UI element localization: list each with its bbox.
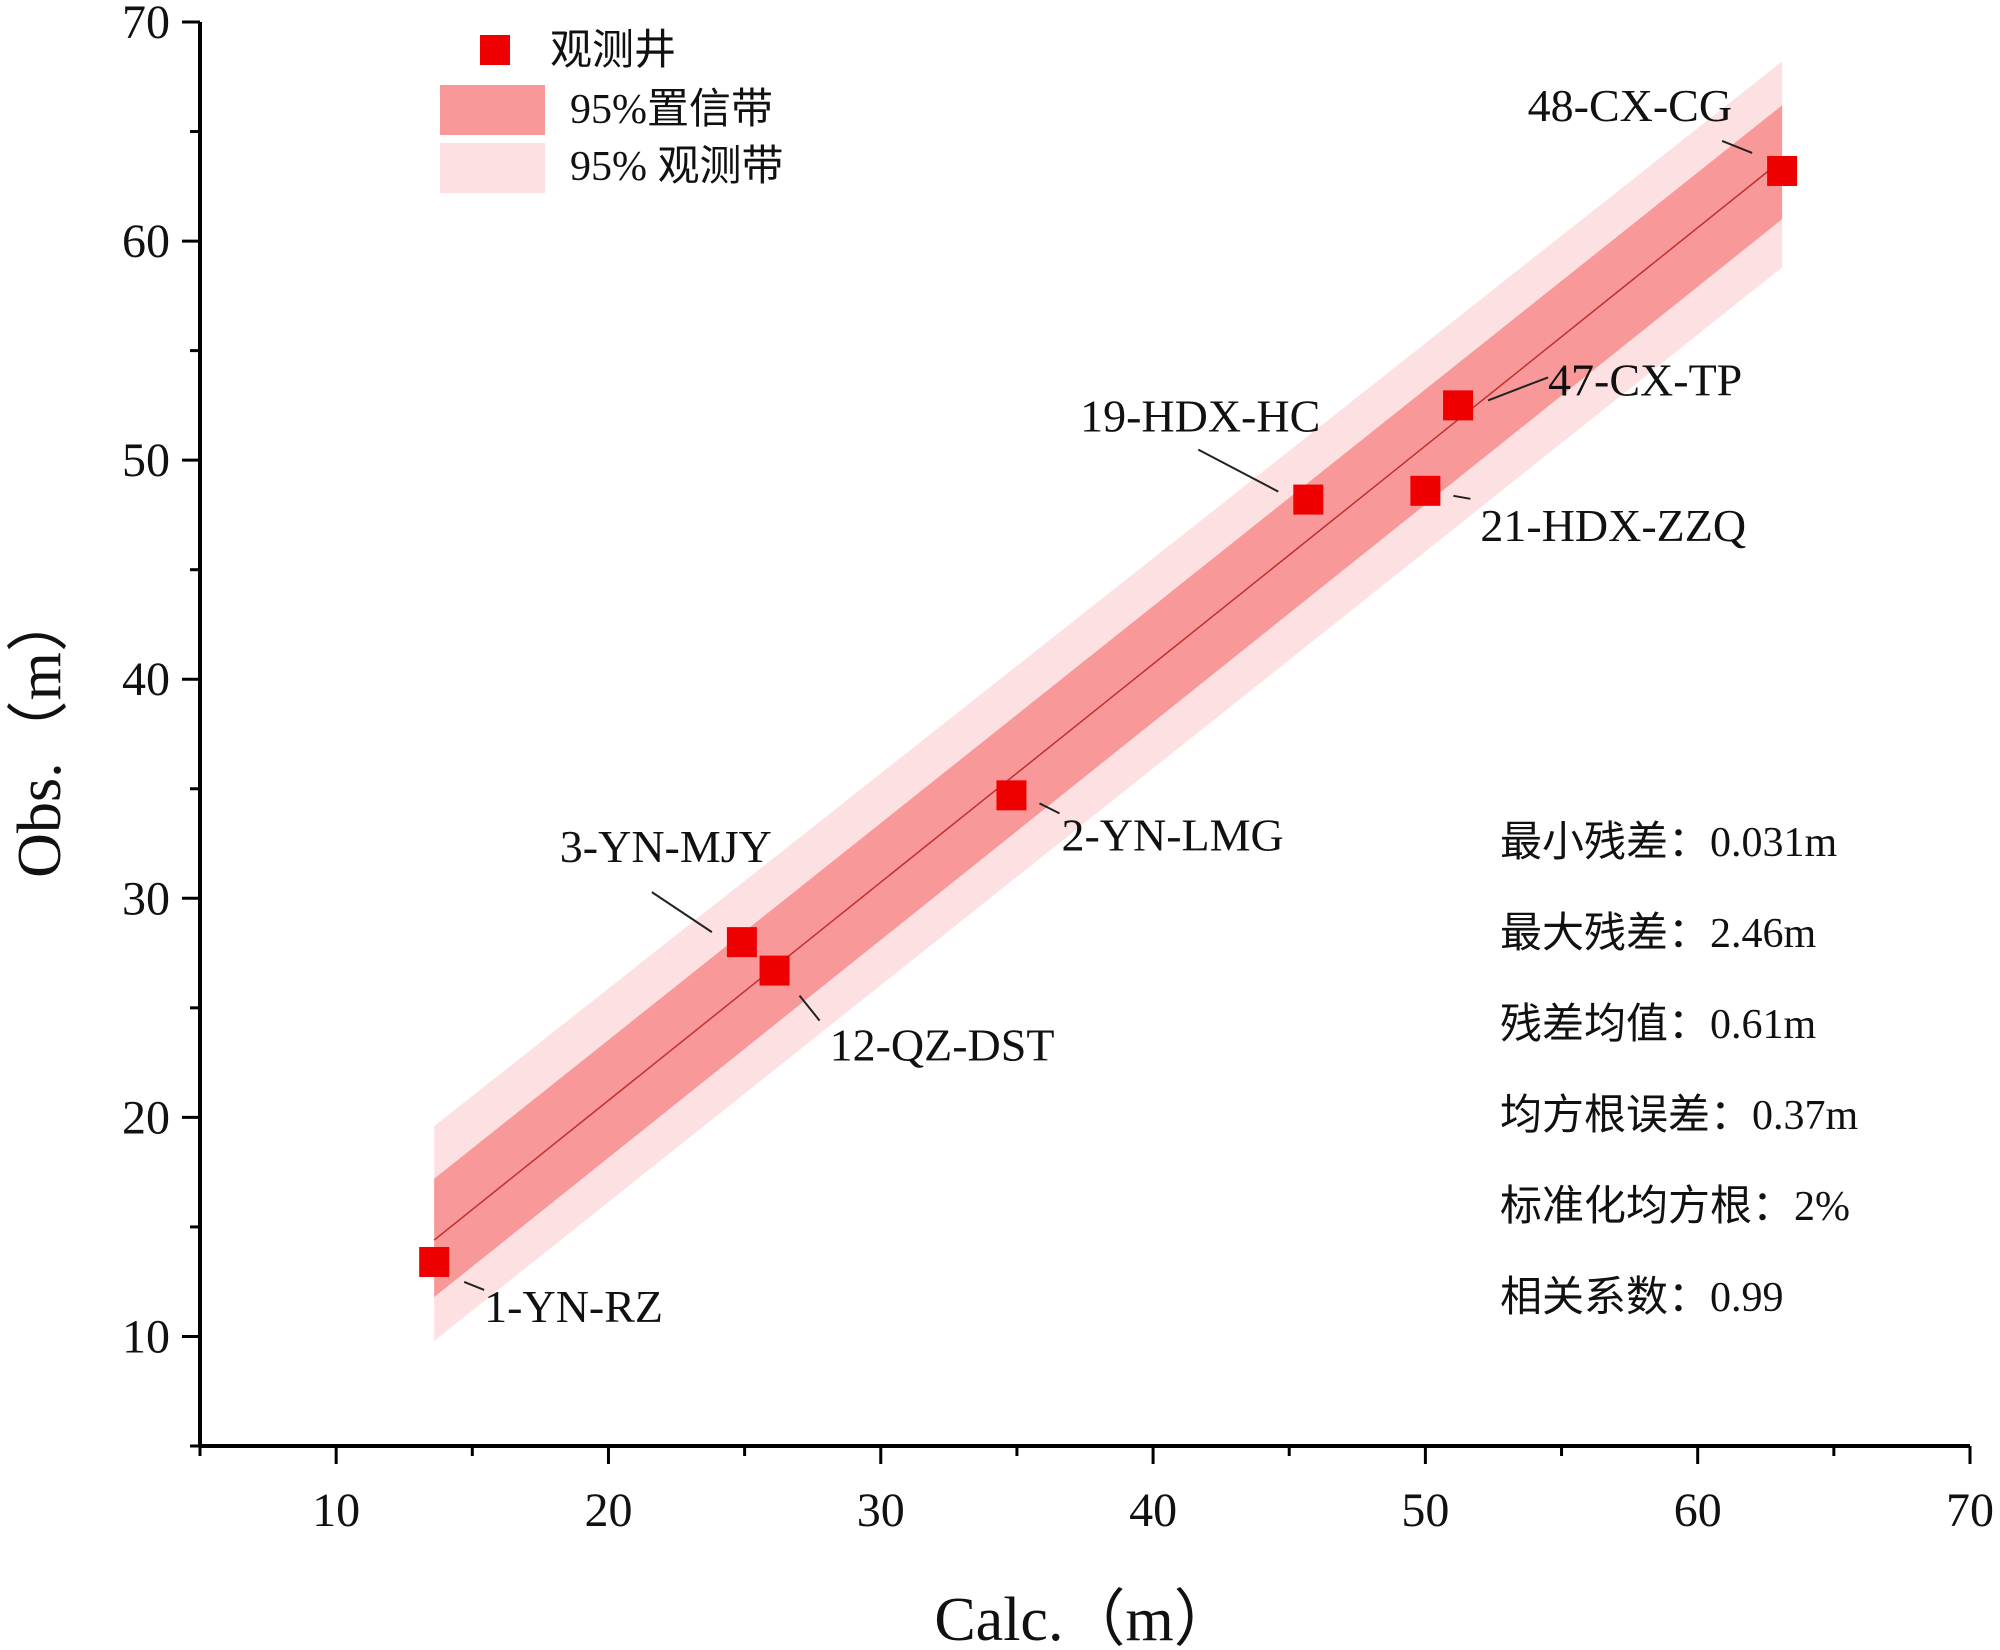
point-leader-line xyxy=(1039,802,1060,815)
x-tick-label: 50 xyxy=(1401,1484,1449,1537)
data-point xyxy=(759,955,790,986)
stats-annotation: 相关系数：0.99 xyxy=(1500,1275,1784,1321)
y-tick-label: 10 xyxy=(122,1310,170,1363)
data-point xyxy=(1767,155,1798,186)
data-point xyxy=(996,780,1027,811)
point-label: 12-QZ-DST xyxy=(830,1020,1055,1071)
point-leader-line xyxy=(1721,140,1753,154)
point-leader-line xyxy=(798,994,821,1022)
y-tick-label: 60 xyxy=(122,215,170,268)
point-label: 1-YN-RZ xyxy=(484,1281,663,1332)
legend-prediction-swatch xyxy=(440,143,545,193)
point-leader-line xyxy=(1487,376,1549,402)
point-label: 21-HDX-ZZQ xyxy=(1480,500,1746,551)
point-label: 19-HDX-HC xyxy=(1080,391,1320,442)
legend-label: 观测井 xyxy=(550,28,676,74)
y-tick-label: 50 xyxy=(122,434,170,487)
point-label: 2-YN-LMG xyxy=(1061,809,1283,860)
data-point xyxy=(1293,484,1324,515)
legend-marker-swatch xyxy=(480,35,510,65)
stats-annotation: 残差均值：0.61m xyxy=(1500,1002,1817,1048)
x-tick-label: 40 xyxy=(1129,1484,1177,1537)
point-leader-line xyxy=(651,891,713,933)
x-tick-label: 30 xyxy=(857,1484,905,1537)
point-leader-line xyxy=(1453,494,1471,500)
x-tick-label: 20 xyxy=(584,1484,632,1537)
legend-label: 95%置信带 xyxy=(570,87,773,133)
y-tick-label: 30 xyxy=(122,872,170,925)
fit-line xyxy=(433,159,1783,1241)
point-label: 47-CX-TP xyxy=(1548,354,1742,405)
data-point xyxy=(1410,475,1441,506)
point-label: 3-YN-MJY xyxy=(560,821,772,872)
x-tick-label: 70 xyxy=(1946,1484,1994,1537)
legend-label: 95% 观测带 xyxy=(570,144,784,190)
data-point xyxy=(726,927,757,958)
y-tick-label: 70 xyxy=(122,0,170,49)
y-tick-label: 40 xyxy=(122,653,170,706)
x-tick-label: 60 xyxy=(1674,1484,1722,1537)
point-leader-line xyxy=(463,1281,485,1291)
stats-annotation: 最小残差：0.031m xyxy=(1500,820,1838,866)
y-tick-label: 20 xyxy=(122,1091,170,1144)
point-leader-line xyxy=(1197,448,1279,493)
legend-confidence-swatch xyxy=(440,85,545,135)
stats-annotation: 标准化均方根：2% xyxy=(1500,1184,1850,1230)
x-axis-title: Calc.（m） xyxy=(934,1586,1235,1650)
stats-annotation: 均方根误差：0.37m xyxy=(1500,1093,1859,1139)
x-tick-label: 10 xyxy=(312,1484,360,1537)
data-point xyxy=(1443,390,1474,421)
stats-annotation: 最大残差：2.46m xyxy=(1500,911,1817,957)
point-label: 48-CX-CG xyxy=(1528,80,1732,131)
y-axis-title: Obs.（m） xyxy=(6,590,74,878)
data-point xyxy=(419,1246,450,1277)
